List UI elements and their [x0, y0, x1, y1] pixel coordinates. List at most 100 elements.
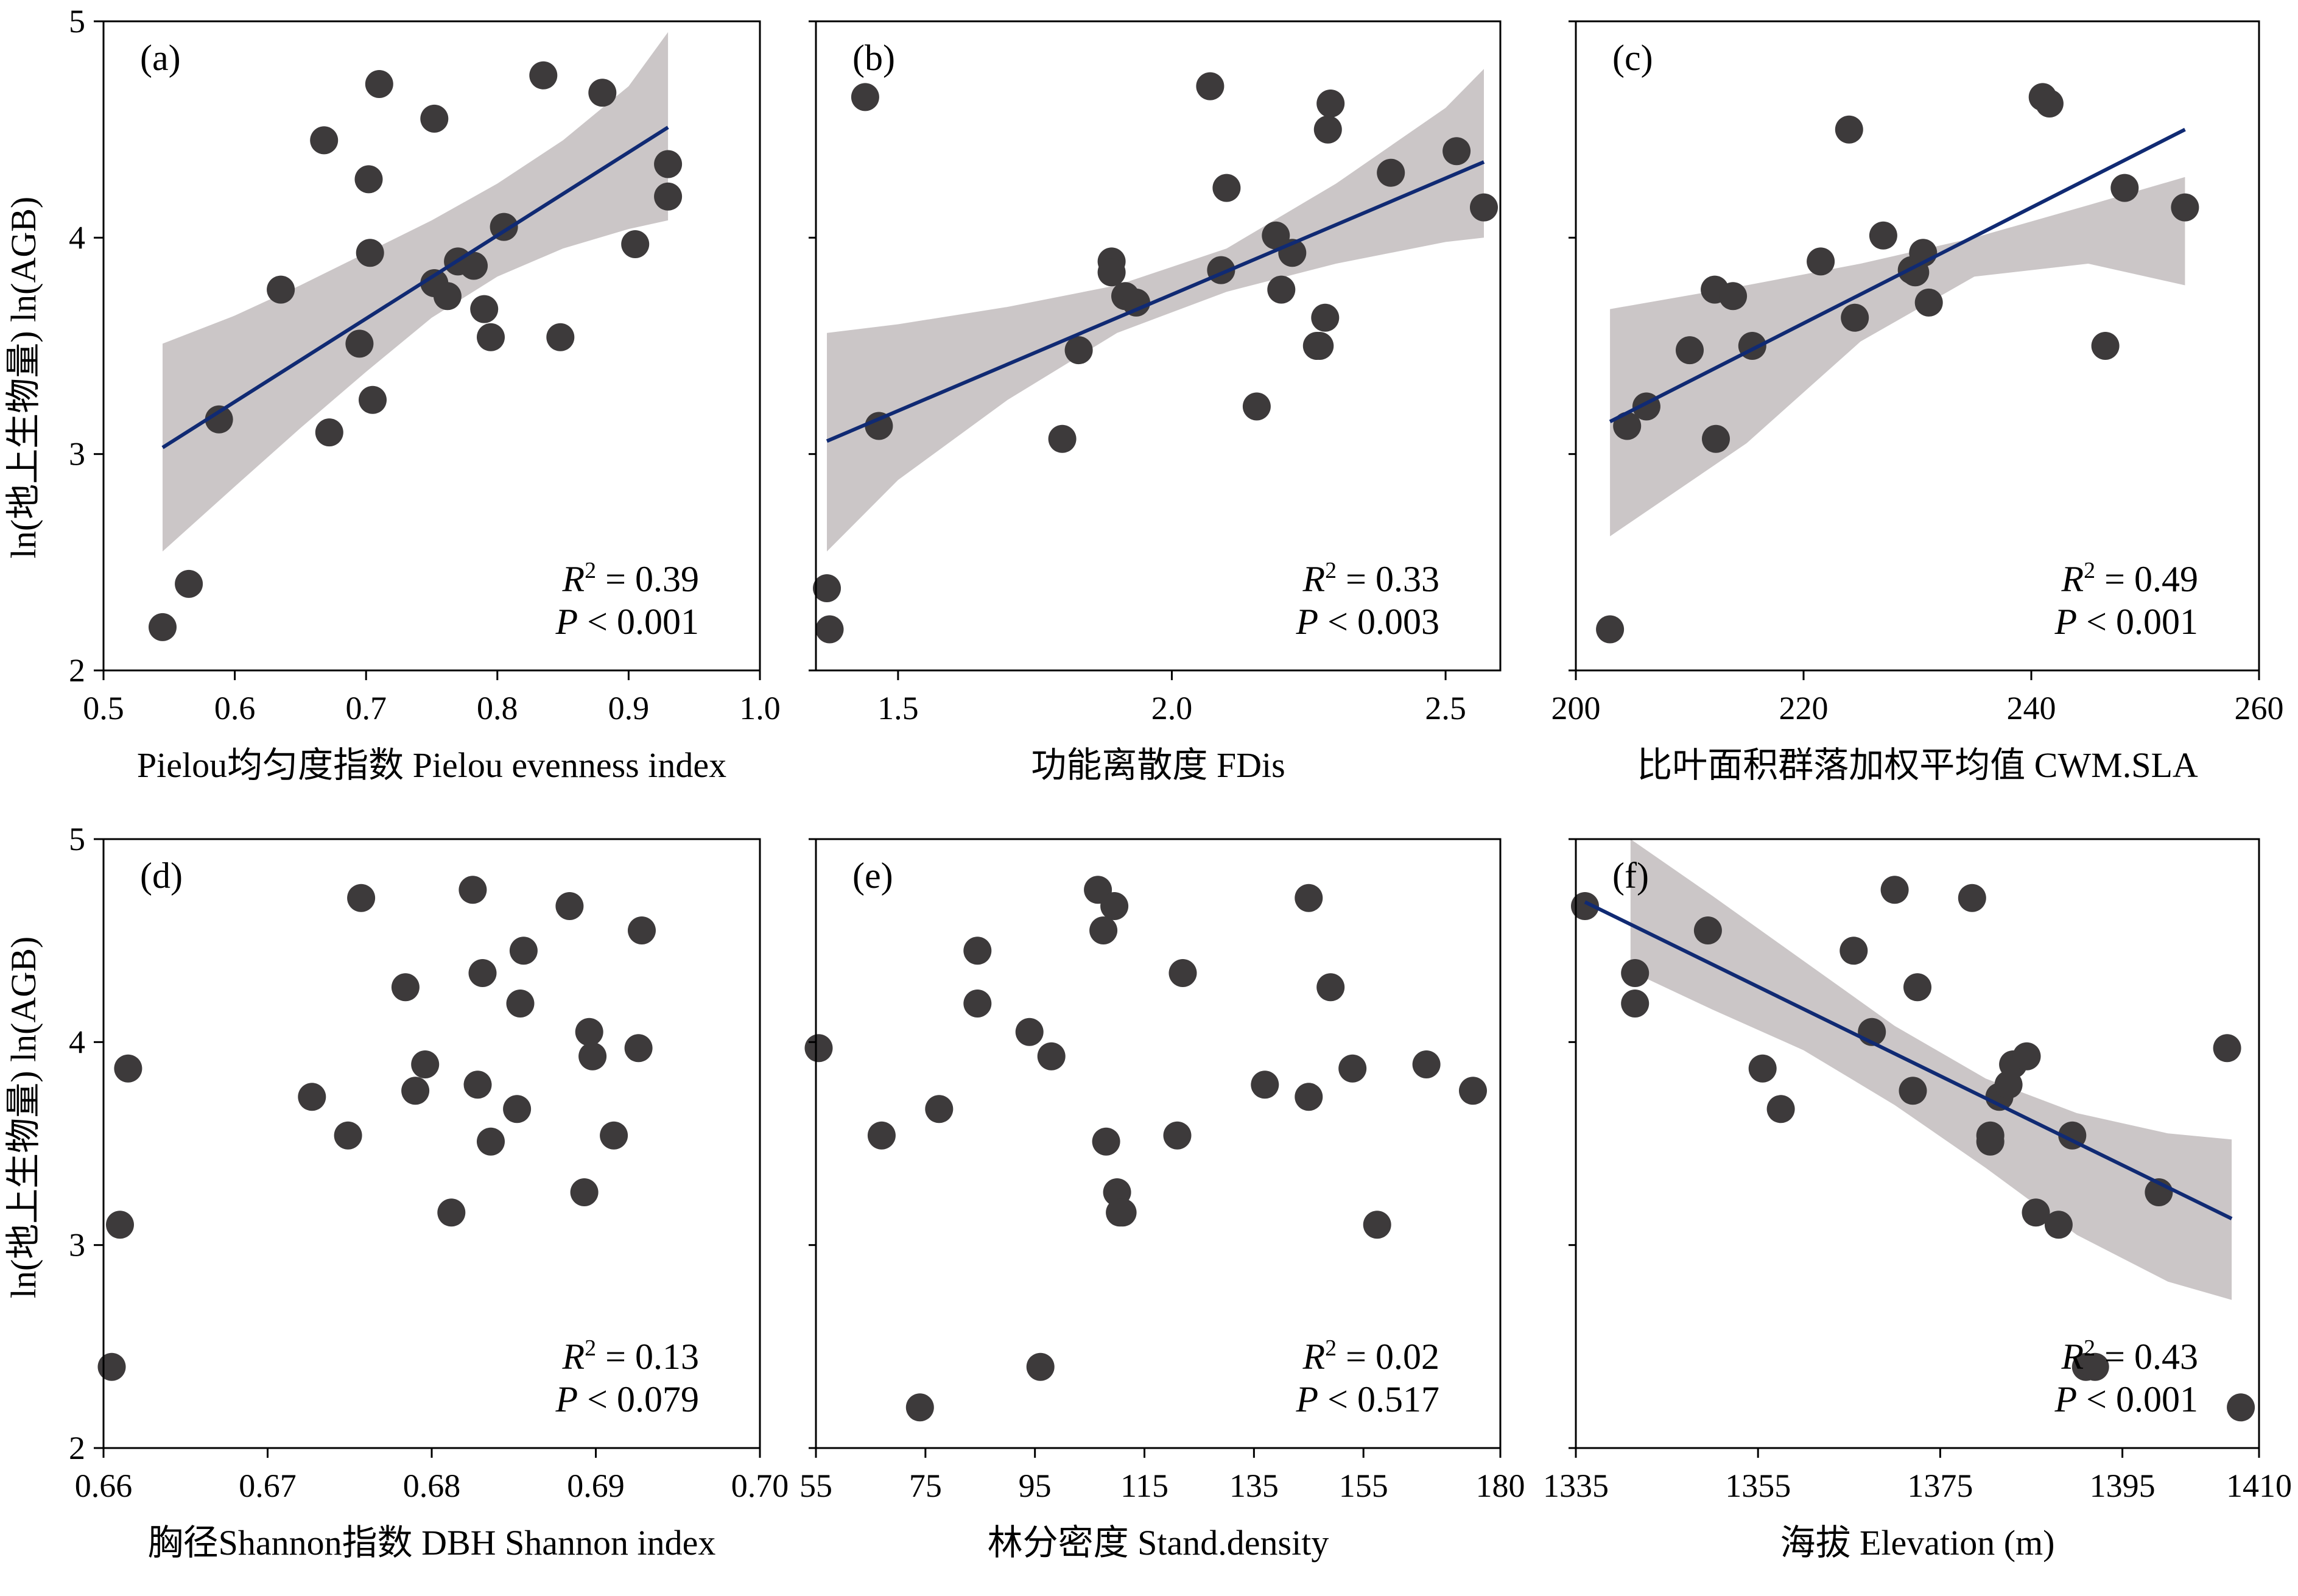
data-point [1037, 1042, 1066, 1070]
data-point [1719, 282, 1748, 311]
x-tick-label: 1.5 [877, 690, 919, 726]
x-tick-label: 0.6 [214, 690, 256, 726]
y-tick-label: 2 [69, 652, 85, 689]
plot-frame [102, 20, 761, 672]
x-tick-label: 0.69 [567, 1468, 625, 1504]
data-point [1621, 959, 1650, 987]
data-point [624, 1034, 653, 1063]
panel-label: (a) [140, 38, 181, 78]
p-value-label: P < 0.079 [555, 1379, 700, 1419]
data-point [1316, 90, 1345, 118]
y-axis-label-bottom: ln(地上生物量) ln(AGB) [4, 937, 43, 1298]
data-point [433, 282, 462, 311]
x-tick-label: 220 [1779, 690, 1829, 726]
data-point [1976, 1127, 2005, 1156]
x-tick-label: 2.5 [1425, 690, 1466, 726]
r-squared-label: R2 = 0.39 [562, 558, 700, 599]
data-point [477, 323, 505, 351]
data-point [1064, 336, 1093, 365]
data-point [437, 1198, 466, 1227]
data-point [1100, 892, 1129, 920]
data-point [628, 916, 656, 944]
y-tick-label: 3 [69, 436, 85, 473]
data-point [359, 385, 387, 414]
panel-d: 0.66 0.67 0.68 0.69 0.70 2 3 4 5 (d) 胸径Shannon指数 D… [69, 821, 789, 1563]
data-point [1841, 303, 1869, 332]
data-point [1097, 258, 1126, 287]
data-point [2227, 1393, 2255, 1422]
data-point [1122, 288, 1150, 317]
data-point [354, 165, 383, 194]
confidence-band [827, 69, 1484, 552]
data-point [356, 239, 384, 267]
p-value-label: P < 0.001 [555, 602, 700, 642]
regression-line [826, 160, 1485, 443]
y-tick-label: 5 [69, 3, 85, 40]
x-tick-label: 240 [2007, 690, 2056, 726]
data-point [2044, 1211, 2073, 1239]
data-point [925, 1095, 954, 1123]
data-point [365, 70, 393, 98]
data-point [1311, 303, 1340, 332]
data-point [1168, 959, 1197, 987]
data-point [509, 937, 538, 965]
panel-c: 200 220 240 260 (c) 比叶面积群落加权平均值 CWM.SLA R2 = 0… [1551, 20, 2284, 785]
data-point [1048, 424, 1077, 453]
panel-label: (c) [1612, 38, 1653, 78]
data-point [267, 275, 295, 304]
data-point [654, 182, 683, 211]
data-point [1412, 1050, 1441, 1078]
x-axis-label: 比叶面积群落加权平均值 CWM.SLA [1637, 745, 2198, 785]
data-point [1442, 137, 1471, 166]
data-point [1869, 221, 1897, 250]
data-point [546, 323, 575, 351]
x-tick-label: 0.8 [477, 690, 518, 726]
data-point [345, 329, 374, 358]
x-tick-label: 95 [1019, 1468, 1052, 1504]
data-point [1835, 115, 1863, 144]
x-tick-label: 155 [1339, 1468, 1388, 1504]
data-point [347, 884, 376, 912]
x-tick-label: 0.9 [608, 690, 650, 726]
data-point [621, 230, 650, 258]
x-tick-label: 0.70 [731, 1468, 789, 1504]
x-axis-label: 林分密度 Stand.density [988, 1523, 1329, 1563]
plot-frame [1575, 20, 2260, 672]
r-squared-label: R2 = 0.49 [2061, 558, 2199, 599]
data-point [1015, 1018, 1044, 1046]
x-axis-label: Pielou均匀度指数 Pielou evenness index [137, 745, 726, 785]
data-point [2012, 1042, 2041, 1070]
data-point [459, 876, 487, 904]
data-point [2035, 90, 2064, 118]
panel-label: (d) [140, 856, 183, 896]
x-tick-label: 0.67 [239, 1468, 297, 1504]
data-point [1571, 892, 1599, 920]
r-squared-label: R2 = 0.13 [562, 1335, 700, 1377]
data-point [1295, 1083, 1323, 1111]
data-point [2171, 193, 2199, 222]
x-tick-label: 180 [1476, 1468, 1525, 1504]
data-point [963, 990, 992, 1018]
y-tick-label: 5 [69, 821, 85, 857]
data-point [298, 1083, 326, 1111]
x-tick-label: 1.0 [739, 690, 781, 726]
data-point [1212, 174, 1241, 202]
data-point [391, 973, 420, 1002]
x-tick-label: 260 [2235, 690, 2284, 726]
r-squared-label: R2 = 0.43 [2061, 1335, 2199, 1377]
data-point [2022, 1198, 2050, 1227]
x-tick-label: 1375 [1907, 1468, 1973, 1504]
panel-b: 1.5 2.0 2.5 (b) 功能离散度 FDis R2 = 0.33P < 0.003 [809, 20, 1502, 785]
x-tick-label: 115 [1120, 1468, 1168, 1504]
data-point [1899, 1077, 1927, 1105]
y-tick-label: 4 [69, 219, 85, 256]
regression-line [1609, 127, 2186, 424]
data-point [1313, 115, 1342, 144]
data-point [1880, 876, 1909, 904]
data-point [1251, 1070, 1279, 1099]
data-point [506, 990, 535, 1018]
data-point [2213, 1034, 2241, 1063]
data-point [1108, 1198, 1137, 1227]
panel-label: (f) [1612, 856, 1649, 896]
data-point [1702, 424, 1730, 453]
